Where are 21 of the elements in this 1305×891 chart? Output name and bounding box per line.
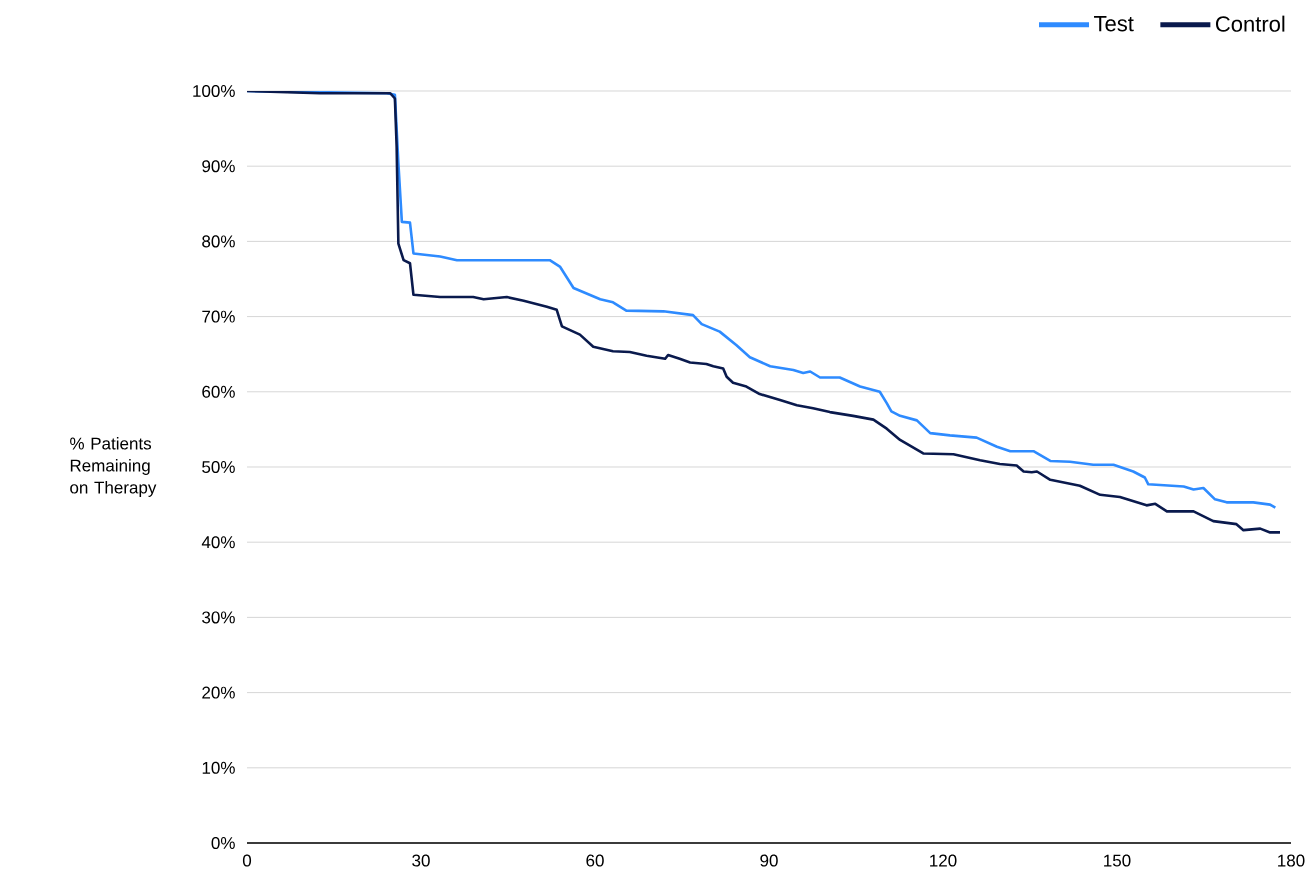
y-tick-label: 60% (202, 385, 235, 398)
x-tick-label: 120 (930, 854, 957, 867)
y-tick-label: 70% (202, 310, 235, 323)
y-tick-label: 100% (193, 84, 235, 98)
y-tick-label: 90% (202, 160, 235, 173)
legend-label: Control (1215, 15, 1285, 32)
y-tick-label: 50% (202, 460, 235, 474)
x-tick-label: 150 (1104, 854, 1131, 867)
y-tick-label: 80% (202, 235, 235, 248)
y-tick-label: 0% (211, 836, 235, 850)
x-tick-label: 60 (586, 854, 604, 867)
x-tick-label: 180 (1278, 854, 1305, 867)
x-tick-label: 30 (412, 854, 430, 867)
y-axis-title: % Patients Remaining on Therapy (70, 437, 157, 497)
x-tick-label: 90 (760, 854, 778, 867)
y-tick-label: 30% (202, 611, 235, 624)
y-tick-label: 10% (202, 761, 235, 774)
x-tick-label: 0 (242, 854, 252, 867)
y-tick-label: 20% (202, 686, 235, 699)
legend-label: Test (1094, 16, 1134, 32)
y-tick-label: 40% (201, 536, 235, 549)
